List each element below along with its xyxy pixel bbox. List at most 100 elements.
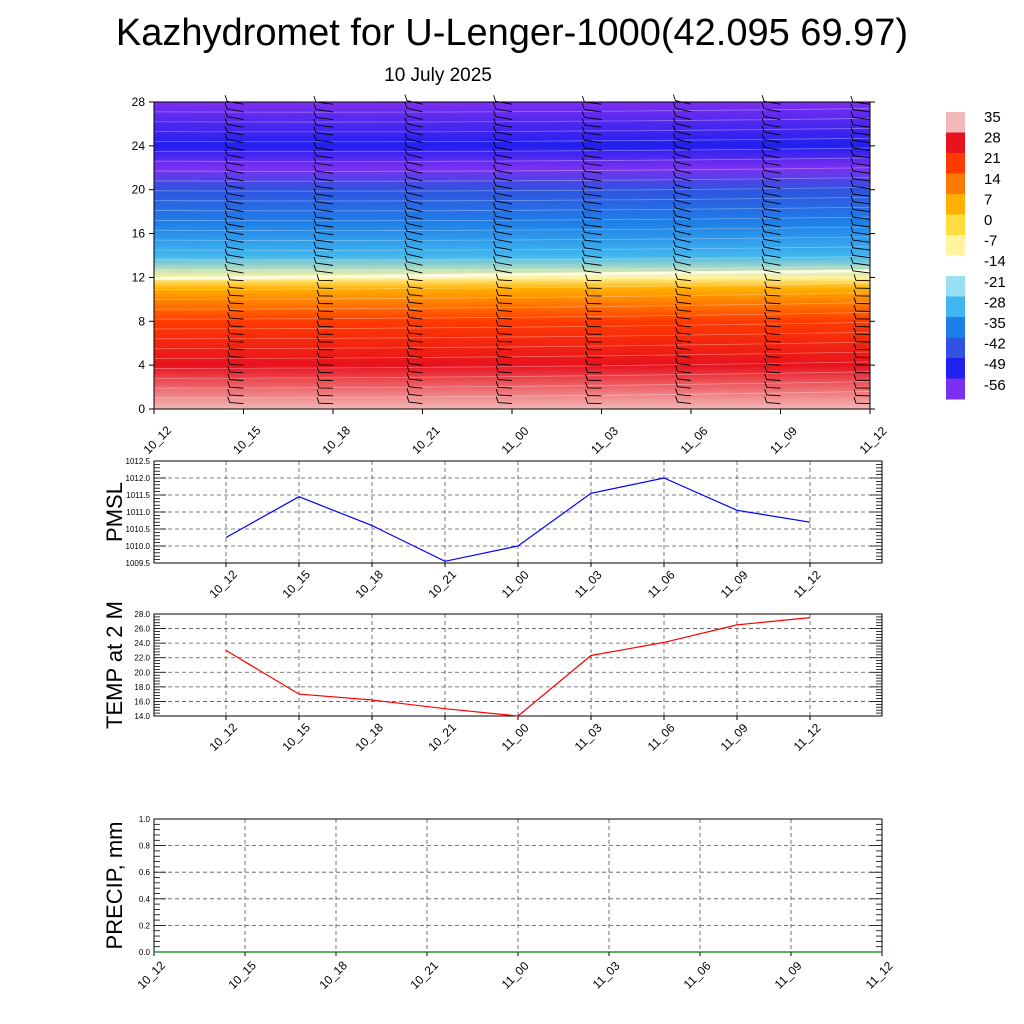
wind-barb xyxy=(761,248,781,259)
wind-barb xyxy=(850,249,871,259)
contour-line xyxy=(153,127,871,133)
wind-barb xyxy=(761,110,781,120)
y-tick-label: 1009.5 xyxy=(126,559,151,568)
wind-barb xyxy=(227,335,244,343)
wind-barbs xyxy=(224,94,871,404)
wind-barb xyxy=(316,389,334,397)
wind-barb xyxy=(675,273,692,282)
wind-barb xyxy=(672,240,692,251)
contour-line xyxy=(153,361,871,369)
wind-barb xyxy=(764,335,781,343)
wind-barb xyxy=(672,94,692,105)
wind-barb xyxy=(761,171,781,182)
x-tick-label: 10_21 xyxy=(425,567,459,601)
wind-barb xyxy=(495,350,513,358)
x-tick-label: 10_21 xyxy=(409,423,443,457)
wind-barb xyxy=(224,210,244,220)
y-tick-label: 4 xyxy=(138,358,145,372)
y-tick-label: 20 xyxy=(132,183,146,197)
wind-barb xyxy=(227,373,244,381)
wind-barb xyxy=(581,249,602,259)
wind-barb xyxy=(313,187,334,197)
wind-barb xyxy=(224,102,244,113)
colorbar-segment xyxy=(946,235,965,256)
wind-barb xyxy=(224,202,244,213)
colorbar-label: -56 xyxy=(984,377,1006,394)
y-tick-label: 0.8 xyxy=(139,842,151,851)
colorbar-segment xyxy=(946,153,965,174)
wind-barb xyxy=(585,358,602,366)
wind-barb xyxy=(406,334,423,343)
colorbar-label: -21 xyxy=(984,274,1006,291)
wind-barb xyxy=(224,164,244,174)
wind-barb xyxy=(313,157,334,167)
wind-barb xyxy=(493,156,513,167)
wind-barb xyxy=(493,95,513,105)
wind-barb xyxy=(224,156,244,167)
y-tick-label: 1010.0 xyxy=(126,542,151,551)
wind-barb xyxy=(227,388,244,397)
colorbar-segment xyxy=(946,296,965,318)
wind-barb xyxy=(761,217,781,228)
contour-line xyxy=(153,302,871,310)
wind-barb xyxy=(316,335,334,343)
contour-line xyxy=(153,381,871,389)
wind-barb xyxy=(672,232,692,243)
x-tick-label: 11_12 xyxy=(863,959,896,992)
wind-barb xyxy=(313,103,334,113)
wind-barb xyxy=(850,141,871,151)
wind-barb xyxy=(853,281,871,289)
wind-barb xyxy=(227,281,244,289)
x-tick-label: 10_15 xyxy=(225,958,259,992)
wind-barb xyxy=(761,202,781,213)
wind-barb xyxy=(404,163,423,174)
wind-barb xyxy=(761,148,781,159)
wind-barb xyxy=(406,342,423,351)
wind-barb xyxy=(672,140,692,151)
contour-line xyxy=(153,351,871,359)
y-tick-label: 16 xyxy=(132,227,146,241)
wind-barb xyxy=(585,281,602,289)
wind-barb xyxy=(764,281,781,289)
wind-barb xyxy=(406,296,423,305)
y-tick-label: 28 xyxy=(132,95,146,109)
wind-barb xyxy=(850,126,871,136)
wind-barb xyxy=(581,195,602,205)
contour-line xyxy=(153,118,871,123)
wind-barb xyxy=(672,194,692,205)
wind-barb xyxy=(406,388,423,397)
wind-barb xyxy=(853,289,871,297)
wind-barb xyxy=(404,171,423,182)
contour-line xyxy=(153,266,871,271)
wind-barb xyxy=(761,256,781,266)
x-tick-label: 11_03 xyxy=(572,568,605,601)
wind-barb xyxy=(404,217,423,228)
y-tick-label: 1012.5 xyxy=(126,457,151,466)
wind-barb xyxy=(227,342,244,351)
wind-barb xyxy=(316,327,334,335)
wind-barb xyxy=(764,289,781,297)
y-tick-label: 1010.5 xyxy=(126,525,151,534)
contour-line xyxy=(153,167,871,172)
wind-barb xyxy=(850,180,871,190)
wind-barb xyxy=(493,202,513,213)
wind-barb xyxy=(495,373,513,381)
freezing-boundary xyxy=(153,269,871,281)
contour-line xyxy=(153,147,871,153)
contour-line xyxy=(153,137,871,143)
y-tick-label: 1011.5 xyxy=(126,491,150,500)
wind-barb xyxy=(406,326,423,335)
wind-barb xyxy=(853,389,871,397)
wind-barb xyxy=(227,381,244,389)
wind-barb xyxy=(581,126,602,136)
y-tick-label: 0.4 xyxy=(139,895,151,904)
y-tick-label: 24 xyxy=(132,139,146,153)
wind-barb xyxy=(406,395,423,404)
colorbar-label: 7 xyxy=(984,191,992,208)
wind-barb xyxy=(406,357,423,366)
wind-barb xyxy=(493,233,513,243)
wind-barb xyxy=(585,274,602,282)
wind-barb xyxy=(313,141,334,151)
wind-barb xyxy=(406,280,423,289)
